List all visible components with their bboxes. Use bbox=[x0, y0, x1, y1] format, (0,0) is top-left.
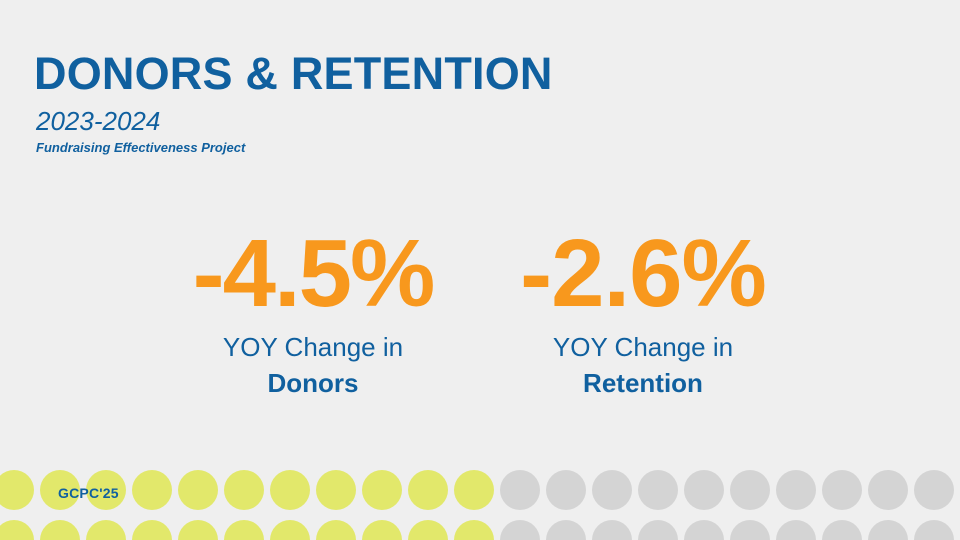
stat-group: -4.5% YOY Change in Donors -2.6% YOY Cha… bbox=[148, 220, 828, 398]
stat-subject-retention: Retention bbox=[583, 367, 703, 398]
decorative-dot bbox=[408, 520, 448, 540]
decorative-dot bbox=[684, 470, 724, 510]
decorative-dot bbox=[730, 520, 770, 540]
decorative-dot bbox=[132, 520, 172, 540]
decorative-dot bbox=[638, 520, 678, 540]
decorative-dot bbox=[316, 520, 356, 540]
decorative-dot bbox=[592, 470, 632, 510]
decorative-dot bbox=[776, 520, 816, 540]
decorative-dot bbox=[868, 470, 908, 510]
decorative-dot bbox=[40, 470, 80, 510]
decorative-dot bbox=[40, 520, 80, 540]
decorative-dot bbox=[224, 520, 264, 540]
slide-subtitle: 2023-2024 bbox=[36, 105, 161, 136]
decorative-dot bbox=[638, 470, 678, 510]
decorative-dot bbox=[132, 470, 172, 510]
stat-caption-donors: YOY Change in bbox=[222, 332, 404, 363]
decorative-dot bbox=[822, 520, 862, 540]
stat-value-donors: -4.5% bbox=[192, 220, 436, 327]
page-title: DONORS & RETENTION bbox=[34, 48, 553, 99]
stat-card-donors: -4.5% YOY Change in Donors bbox=[148, 220, 478, 398]
decorative-dot bbox=[178, 520, 218, 540]
dot-row-top bbox=[0, 470, 954, 510]
decorative-dot bbox=[316, 470, 356, 510]
decorative-dot bbox=[914, 520, 954, 540]
decorative-dot bbox=[454, 470, 494, 510]
stat-value-retention: -2.6% bbox=[520, 220, 767, 327]
decorative-dot bbox=[546, 470, 586, 510]
slide-source-note: Fundraising Effectiveness Project bbox=[36, 139, 246, 155]
decorative-dot bbox=[224, 470, 264, 510]
decorative-dot bbox=[408, 470, 448, 510]
decorative-dot bbox=[776, 470, 816, 510]
decorative-dot bbox=[454, 520, 494, 540]
decorative-dot-pattern bbox=[0, 464, 960, 540]
decorative-dot bbox=[270, 520, 310, 540]
decorative-dot bbox=[822, 470, 862, 510]
decorative-dot bbox=[0, 520, 34, 540]
slide-header: DONORS & RETENTION 2023-2024 Fundraising… bbox=[34, 50, 734, 155]
decorative-dot bbox=[362, 470, 402, 510]
decorative-dot bbox=[592, 520, 632, 540]
dot-row-bottom bbox=[0, 520, 954, 540]
decorative-dot bbox=[500, 470, 540, 510]
decorative-dot bbox=[270, 470, 310, 510]
decorative-dot bbox=[0, 470, 34, 510]
decorative-dot bbox=[546, 520, 586, 540]
decorative-dot bbox=[500, 520, 540, 540]
decorative-dot bbox=[86, 470, 126, 510]
decorative-dot bbox=[730, 470, 770, 510]
decorative-dot bbox=[684, 520, 724, 540]
decorative-dot bbox=[868, 520, 908, 540]
decorative-dot bbox=[178, 470, 218, 510]
decorative-dot bbox=[362, 520, 402, 540]
stat-subject-donors: Donors bbox=[267, 367, 359, 398]
decorative-dot bbox=[914, 470, 954, 510]
decorative-dot bbox=[86, 520, 126, 540]
stat-card-retention: -2.6% YOY Change in Retention bbox=[478, 220, 808, 398]
stat-caption-retention: YOY Change in bbox=[552, 332, 734, 363]
event-badge: GCPC'25 bbox=[58, 485, 119, 501]
